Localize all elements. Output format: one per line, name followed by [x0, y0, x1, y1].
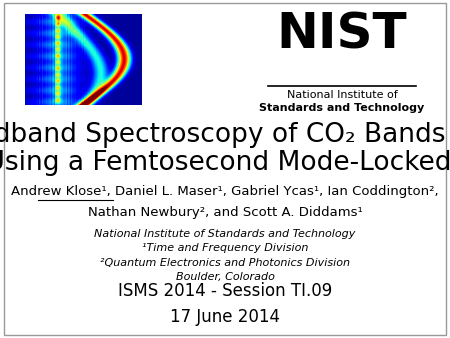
Text: NIST: NIST	[277, 10, 407, 58]
Text: 2μm Using a Femtosecond Mode-Locked Laser: 2μm Using a Femtosecond Mode-Locked Lase…	[0, 150, 450, 176]
Text: Andrew Klose¹, Daniel L. Maser¹, Gabriel Ycas¹, Ian Coddington²,: Andrew Klose¹, Daniel L. Maser¹, Gabriel…	[11, 185, 439, 198]
Text: ISMS 2014 - Session TI.09: ISMS 2014 - Session TI.09	[118, 282, 332, 300]
Text: Standards and Technology: Standards and Technology	[259, 103, 425, 113]
Text: ¹Time and Frequency Division: ¹Time and Frequency Division	[142, 243, 308, 254]
Text: National Institute of Standards and Technology: National Institute of Standards and Tech…	[94, 229, 356, 239]
Text: National Institute of: National Institute of	[287, 90, 397, 100]
Text: 17 June 2014: 17 June 2014	[170, 308, 280, 325]
Text: ²Quantum Electronics and Photonics Division: ²Quantum Electronics and Photonics Divis…	[100, 258, 350, 268]
Text: Broadband Spectroscopy of CO₂ Bands Near: Broadband Spectroscopy of CO₂ Bands Near	[0, 122, 450, 148]
Text: Boulder, Colorado: Boulder, Colorado	[176, 272, 274, 282]
Text: Nathan Newbury², and Scott A. Diddams¹: Nathan Newbury², and Scott A. Diddams¹	[88, 206, 362, 218]
